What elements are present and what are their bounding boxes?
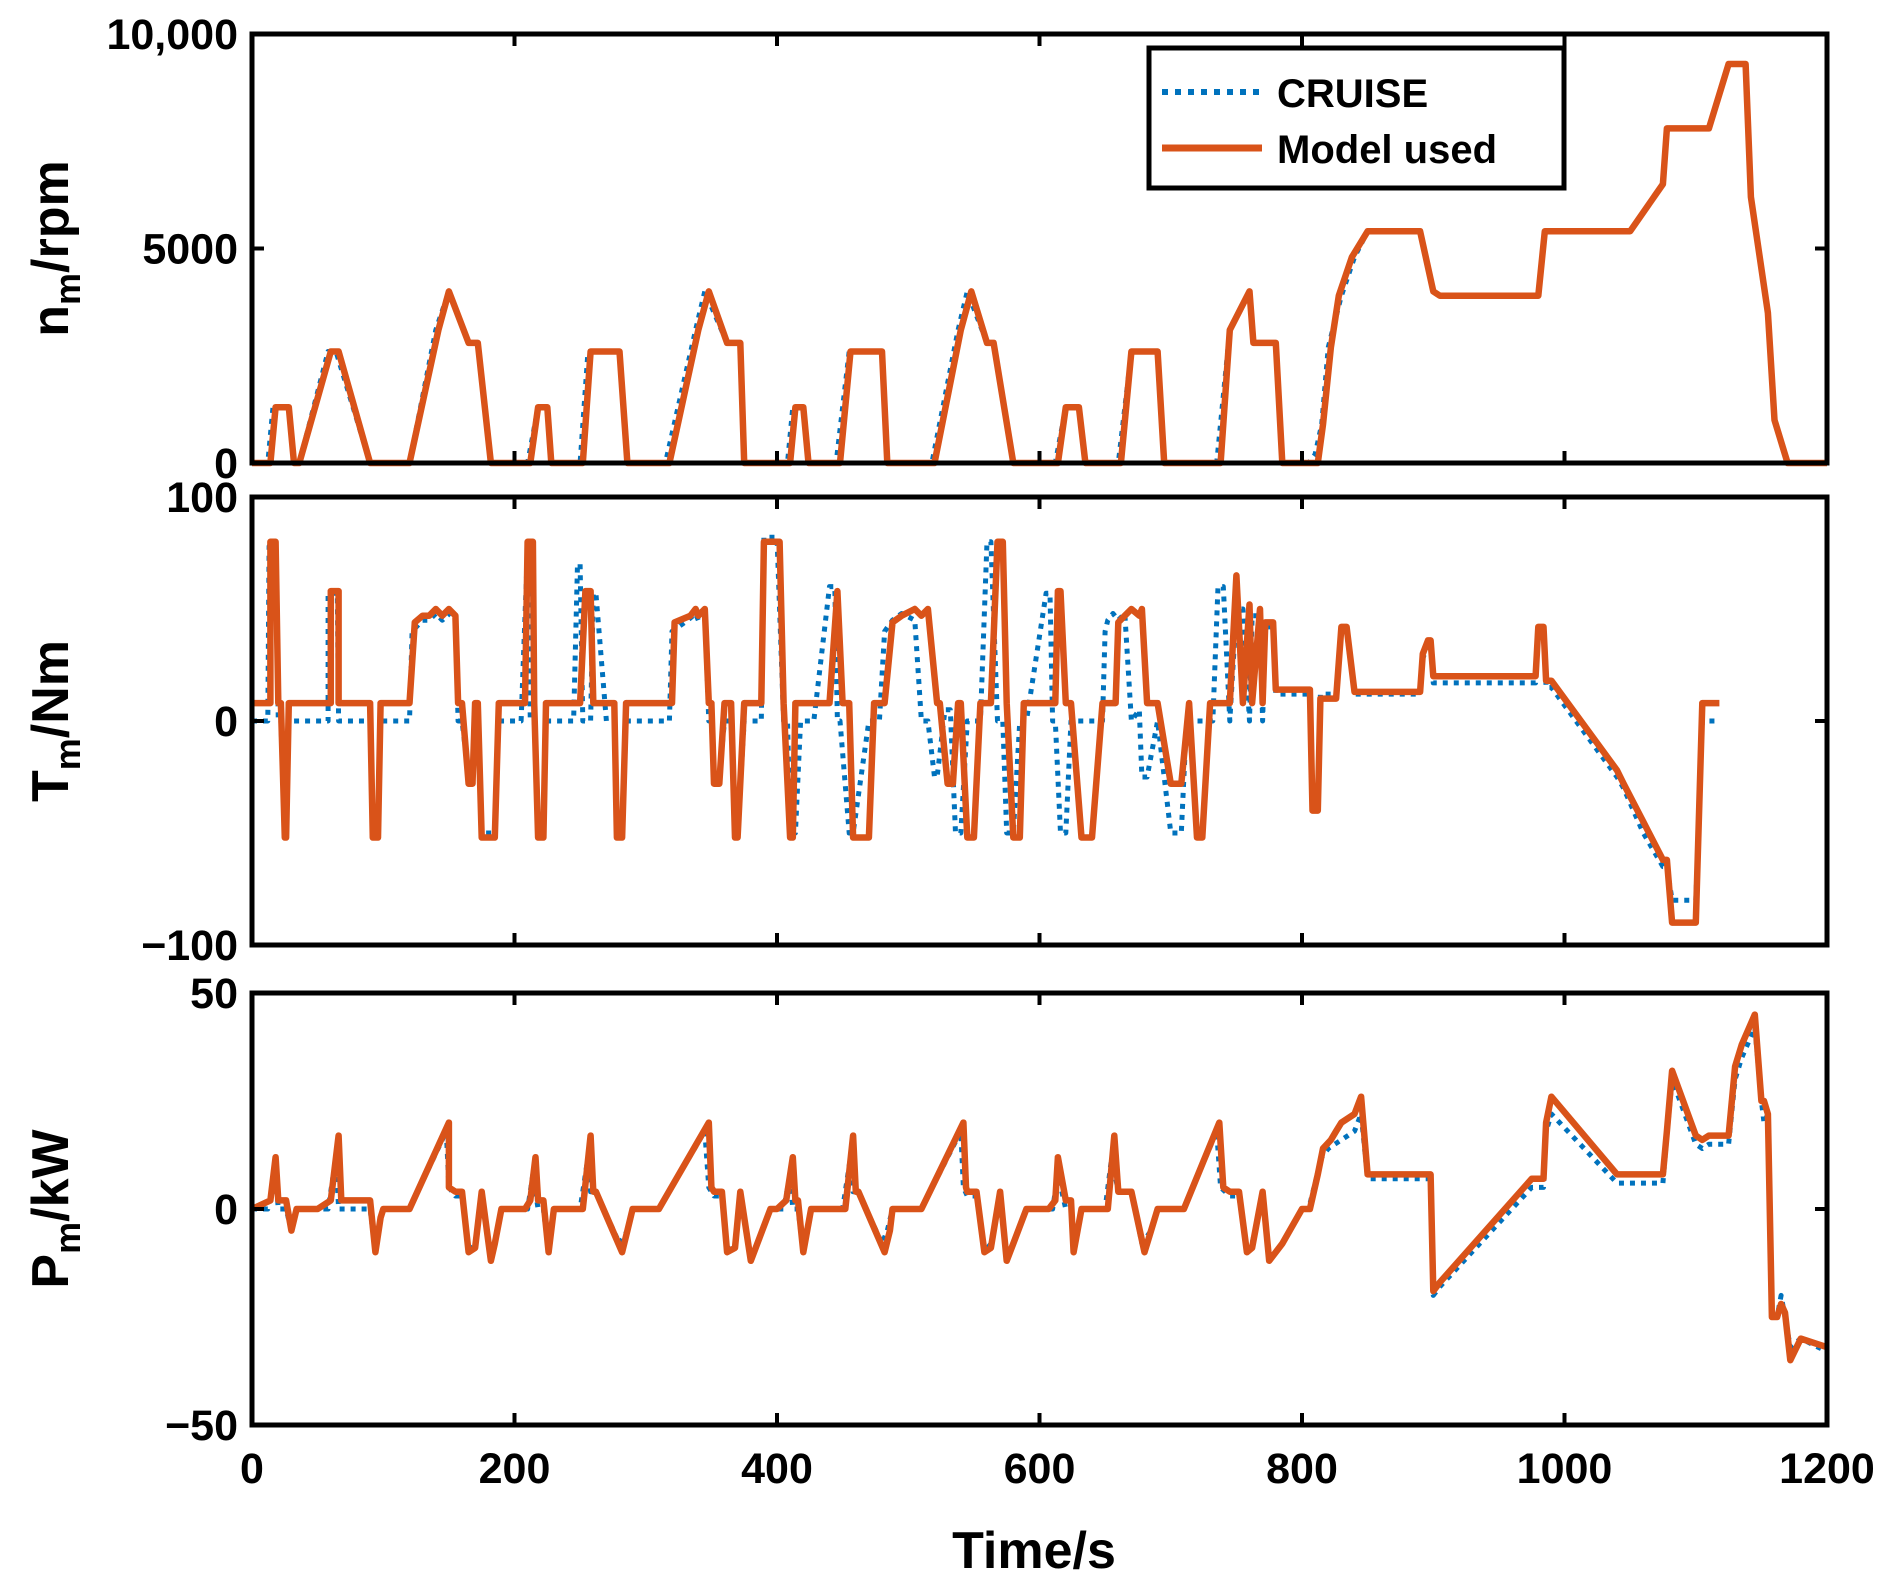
power-yticks: −50 0 50 [165, 970, 1827, 1450]
torque-ylabel-rest: /Nm [22, 640, 80, 738]
power-ylabel: Pm/kW [22, 1129, 88, 1289]
torque-xticks [250, 497, 1829, 945]
speed-ylabel-main: n [22, 305, 80, 337]
speed-ytick-label: 5000 [142, 226, 238, 274]
xtick-label: 400 [741, 1445, 813, 1493]
xtick-label: 0 [240, 1445, 264, 1493]
torque-series-layer [252, 534, 1720, 926]
speed-ylabel-sub: m [47, 273, 88, 305]
legend-cruise-label: CRUISE [1277, 72, 1428, 116]
speed-ytick-label: 10,000 [106, 11, 238, 59]
power-xticks: 0 200 400 600 800 1000 1200 [240, 993, 1875, 1493]
speed-series-layer [252, 60, 1827, 467]
xtick-label: 800 [1266, 1445, 1338, 1493]
power-series-model-used-line [250, 1011, 1829, 1364]
speed-ylabel-rest: /rpm [22, 160, 80, 273]
speed-yticks: 0 5000 10,000 [106, 11, 1827, 488]
speed-ytick-label: 0 [214, 440, 238, 488]
power-ytick-label: −50 [165, 1402, 238, 1450]
torque-axes-box [249, 494, 1830, 948]
power-series-layer [250, 1011, 1829, 1364]
torque-ylabel-sub: m [47, 738, 88, 770]
legend-model-label: Model used [1277, 128, 1497, 172]
legend-box [1146, 45, 1567, 191]
panel-torque: −100 0 100 Tm/Nm [22, 474, 1830, 970]
power-ytick-label: 50 [190, 970, 238, 1018]
panel-speed: 0 5000 10,000 nm/rpm [22, 11, 1830, 488]
torque-ytick-label: 100 [166, 474, 238, 522]
speed-ylabel: nm/rpm [22, 160, 88, 336]
power-ylabel-sub: m [47, 1222, 88, 1254]
power-ylabel-main: P [22, 1254, 80, 1289]
x-axis-label: Time/s [952, 1522, 1116, 1580]
power-ytick-label: 0 [214, 1186, 238, 1234]
speed-axes-box [249, 31, 1830, 466]
xtick-label: 600 [1004, 1445, 1076, 1493]
torque-ytick-label: 0 [214, 698, 238, 746]
torque-series-model-used-line [252, 538, 1720, 926]
torque-ylabel: Tm/Nm [22, 640, 88, 802]
speed-series-model-used-line [252, 60, 1827, 467]
torque-ylabel-main: T [22, 770, 80, 802]
legend: CRUISE Model used [1146, 45, 1567, 191]
xtick-label: 1200 [1779, 1445, 1875, 1493]
torque-ytick-label: −100 [141, 922, 238, 970]
xtick-label: 200 [479, 1445, 551, 1493]
speed-xticks [250, 34, 1829, 463]
xtick-label: 1000 [1517, 1445, 1613, 1493]
torque-yticks: −100 0 100 [141, 474, 1827, 970]
power-ylabel-rest: /kW [22, 1129, 80, 1222]
speed-series-cruise-line [252, 61, 1827, 466]
power-series-cruise-line [252, 1025, 1829, 1354]
